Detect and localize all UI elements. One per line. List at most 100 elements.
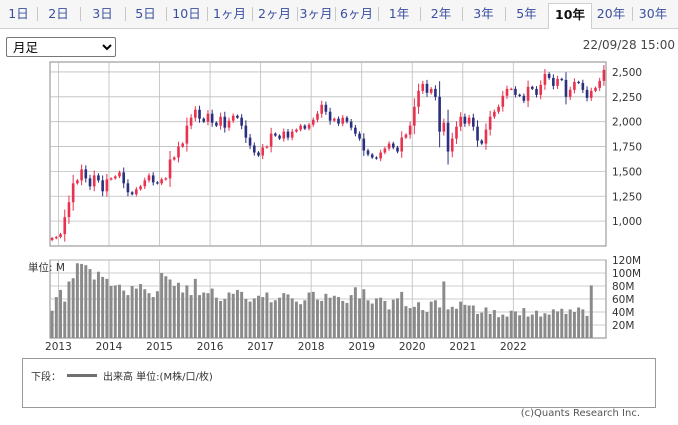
candle-body xyxy=(168,159,172,179)
candle-body xyxy=(337,118,340,124)
x-axis-year-label: 2021 xyxy=(449,341,476,350)
volume-bar xyxy=(273,300,277,338)
candle-body xyxy=(594,87,597,91)
volume-y-tick-label: 20M xyxy=(612,320,634,332)
candle-body xyxy=(50,238,54,241)
tab-separator xyxy=(462,7,463,21)
legend-series-label: 出来高 単位:(M株/口/枚) xyxy=(103,372,213,383)
volume-bar xyxy=(151,297,155,338)
candle-body xyxy=(543,73,547,85)
candle-body xyxy=(442,122,446,132)
volume-bar xyxy=(492,310,496,338)
tab-8[interactable]: 3ヶ月 xyxy=(299,6,333,21)
candle-body xyxy=(535,88,538,95)
tab-4[interactable]: 5日 xyxy=(135,6,156,21)
tab-15[interactable]: 20年 xyxy=(596,6,626,21)
candle-body xyxy=(185,125,189,144)
candle-body xyxy=(67,202,71,218)
volume-bar xyxy=(315,299,319,338)
candle-body xyxy=(354,127,357,134)
x-axis-year-label: 2014 xyxy=(96,341,123,350)
tab-separator xyxy=(297,7,298,21)
candle-body xyxy=(206,113,210,122)
legend-row: 下段： 出来高 単位:(M株/口/枚) xyxy=(31,368,213,383)
candle-body xyxy=(526,86,530,101)
period-tab-bar: 1日 2日 3日 5日 10日 1ヶ月 2ヶ月 3ヶ月 6ヶ月 1年 2年 3年 5年 10年 20年 30年 xyxy=(0,0,678,29)
volume-bar xyxy=(286,294,290,338)
candle-body xyxy=(568,89,572,97)
candle-body xyxy=(88,178,92,187)
volume-bar xyxy=(252,298,256,338)
candle-body xyxy=(585,89,589,98)
x-axis-year-label: 2013 xyxy=(45,341,72,350)
candle-body xyxy=(602,69,606,81)
candle-body xyxy=(164,178,168,180)
volume-bar xyxy=(556,311,560,338)
volume-bar xyxy=(328,297,332,338)
candle-body xyxy=(387,143,391,149)
volume-bar xyxy=(59,289,63,338)
candle-body xyxy=(282,131,286,139)
tab-14[interactable]: 10年 xyxy=(548,3,592,29)
volume-bar xyxy=(358,298,362,338)
candle-body xyxy=(480,140,484,144)
copyright: (c)Quants Research Inc. xyxy=(520,408,640,419)
candle-body xyxy=(425,83,429,93)
candle-body xyxy=(556,78,559,86)
candle-body xyxy=(126,183,130,193)
volume-bar xyxy=(391,299,395,338)
period-select[interactable]: 月足 xyxy=(6,37,116,57)
volume-bar xyxy=(476,313,480,338)
volume-bar xyxy=(560,308,564,338)
price-y-tick-label: 2,500 xyxy=(612,67,642,79)
candle-body xyxy=(598,80,601,88)
volume-bar xyxy=(160,273,164,338)
volume-bar xyxy=(202,292,206,338)
candle-body xyxy=(198,109,201,119)
volume-bar xyxy=(535,310,538,338)
tab-7[interactable]: 2ヶ月 xyxy=(258,6,291,21)
volume-bar xyxy=(564,313,568,338)
volume-bar xyxy=(471,305,475,338)
volume-bar xyxy=(105,278,109,338)
tab-1[interactable]: 1日 xyxy=(8,6,29,21)
tab-separator xyxy=(125,7,126,21)
candle-body xyxy=(147,175,151,181)
volume-bar xyxy=(88,269,92,338)
candle-body xyxy=(455,126,458,139)
tab-5[interactable]: 10日 xyxy=(172,6,201,21)
volume-bar xyxy=(408,308,412,338)
tab-13[interactable]: 5年 xyxy=(516,6,537,21)
volume-bar xyxy=(345,302,349,338)
volume-bar xyxy=(518,315,522,338)
legend-volume-swatch xyxy=(67,374,97,377)
volume-bar xyxy=(294,301,298,338)
volume-bar xyxy=(75,263,79,338)
volume-bar xyxy=(425,312,429,338)
volume-bar xyxy=(143,289,147,338)
tab-12[interactable]: 3年 xyxy=(473,6,494,21)
volume-bar xyxy=(362,289,366,338)
volume-bar xyxy=(572,312,576,338)
tab-6[interactable]: 1ヶ月 xyxy=(213,6,246,21)
candle-body xyxy=(467,117,471,124)
candle-body xyxy=(476,126,479,141)
volume-bar xyxy=(198,295,202,338)
tab-9[interactable]: 6ヶ月 xyxy=(340,6,373,21)
tab-3[interactable]: 3日 xyxy=(92,6,113,21)
tab-2[interactable]: 2日 xyxy=(48,6,69,21)
volume-bar xyxy=(421,310,425,338)
tab-10[interactable]: 1年 xyxy=(388,6,410,21)
candle-body xyxy=(252,145,256,153)
tab-11[interactable]: 2年 xyxy=(430,6,452,21)
volume-bar xyxy=(311,291,315,338)
candle-body xyxy=(274,133,277,136)
volume-bar xyxy=(480,312,484,338)
volume-bar xyxy=(530,314,534,338)
volume-bar xyxy=(581,309,585,338)
tab-16[interactable]: 30年 xyxy=(638,6,668,21)
candle-body xyxy=(303,125,307,129)
candle-body xyxy=(370,154,374,158)
volume-bar xyxy=(109,286,113,338)
volume-bar xyxy=(244,299,248,338)
